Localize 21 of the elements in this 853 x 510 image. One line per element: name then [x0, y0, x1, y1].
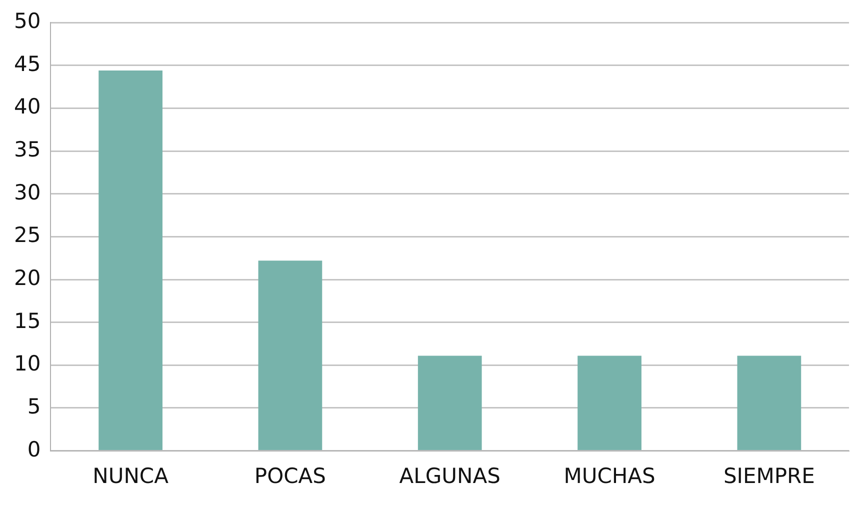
bar — [258, 260, 322, 450]
y-tick-label: 45 — [14, 52, 41, 76]
x-tick-label: NUNCA — [92, 464, 170, 488]
x-tick-label: POCAS — [254, 464, 326, 488]
y-tick-label: 0 — [27, 437, 41, 462]
y-tick-label: 50 — [14, 9, 41, 34]
bar — [578, 356, 642, 450]
x-tick-label: MUCHAS — [564, 464, 656, 488]
bar — [98, 70, 162, 450]
y-tick-label: 30 — [14, 180, 41, 204]
x-tick-label: ALGUNAS — [399, 464, 500, 488]
bar — [737, 356, 802, 450]
y-tick-label: 35 — [14, 138, 41, 162]
y-tick-label: 25 — [14, 223, 41, 248]
x-tick-label: SIEMPRE — [723, 464, 815, 488]
y-tick-label: 40 — [14, 94, 41, 119]
y-tick-label: 5 — [27, 394, 41, 418]
bar — [418, 356, 482, 450]
y-tick-label: 15 — [14, 308, 41, 333]
y-tick-label: 10 — [14, 352, 41, 376]
y-tick-label: 20 — [14, 266, 41, 290]
